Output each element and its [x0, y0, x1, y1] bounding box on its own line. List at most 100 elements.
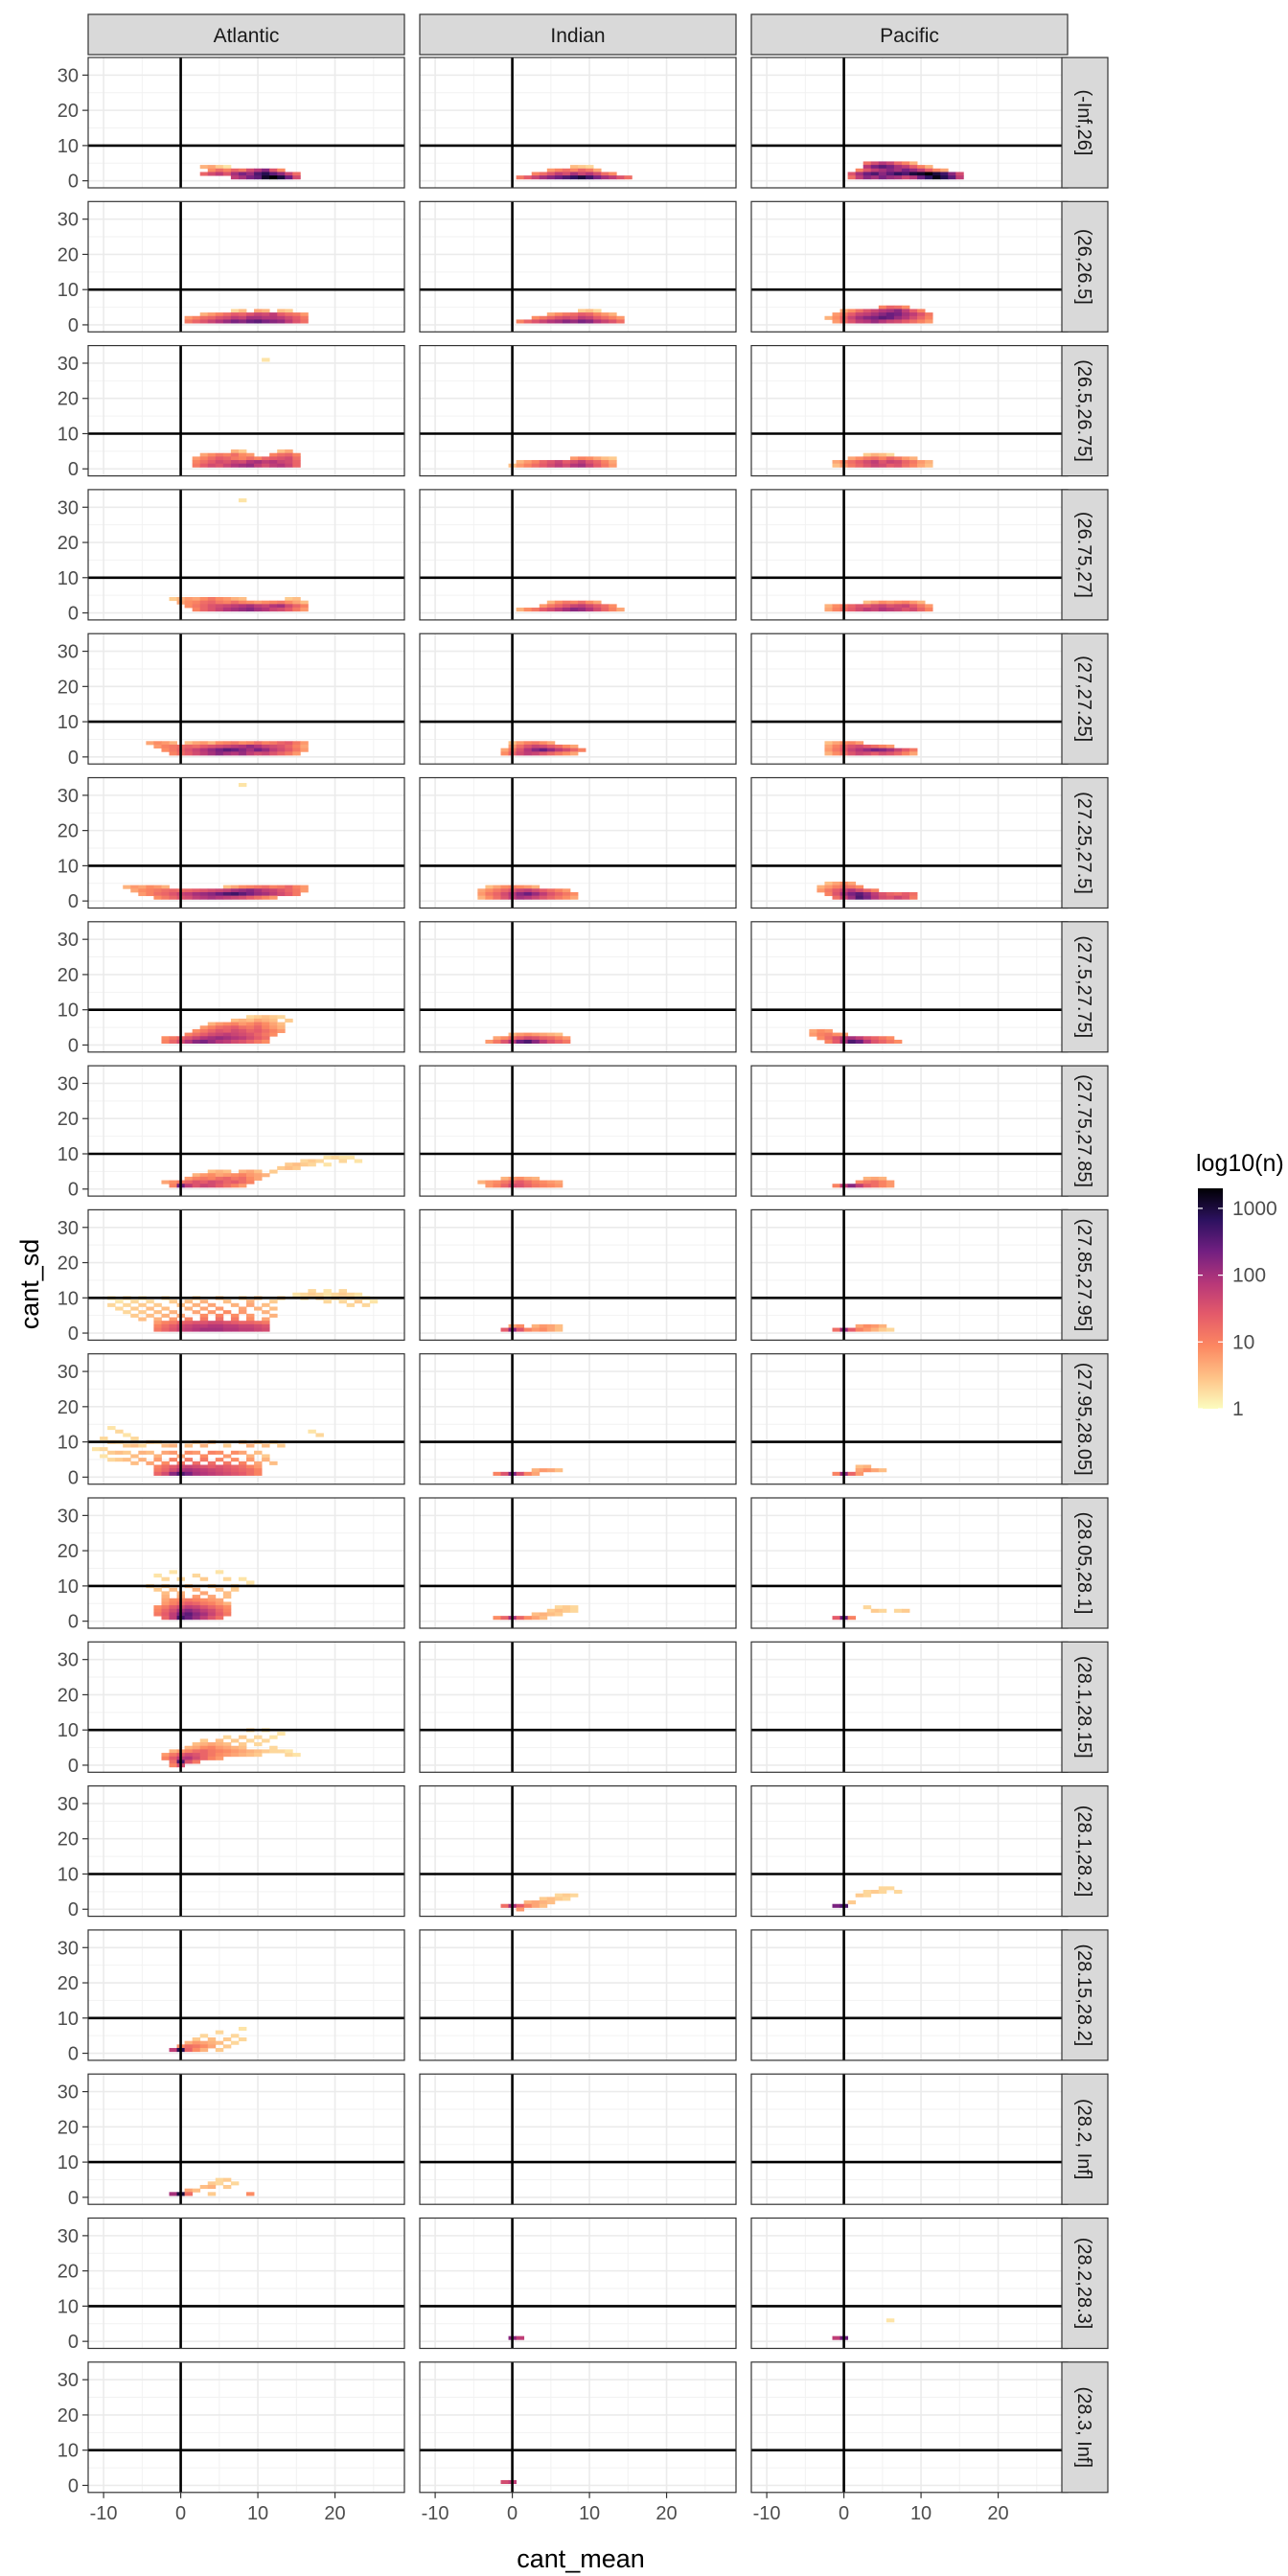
- heat-cell: [932, 175, 941, 180]
- heat-cell: [578, 604, 586, 609]
- heat-cell: [262, 1018, 270, 1023]
- heat-cell: [222, 1601, 232, 1606]
- heat-cell: [215, 1738, 224, 1743]
- heat-cell: [901, 456, 910, 461]
- heat-cell: [531, 608, 540, 612]
- heat-cell: [100, 1447, 108, 1452]
- heat-cell: [215, 1176, 224, 1181]
- heat-cell: [870, 165, 880, 170]
- facet-panel: [87, 489, 405, 621]
- heat-cell: [539, 319, 548, 324]
- heat-cell: [207, 1028, 217, 1033]
- heat-cell: [130, 1437, 139, 1441]
- heat-cell: [184, 1608, 194, 1613]
- heat-cell: [207, 1616, 217, 1621]
- heat-cell: [222, 1749, 232, 1754]
- facet-panel: [419, 1497, 737, 1629]
- heat-cell: [554, 600, 564, 605]
- heat-cell: [262, 1173, 270, 1178]
- heat-cell: [909, 168, 918, 172]
- heat-cell: [925, 460, 933, 465]
- heat-cell: [893, 1890, 903, 1895]
- panel-border: [87, 1208, 405, 1342]
- y-tick-label: 10: [58, 1864, 79, 1885]
- heat-cell: [184, 597, 194, 602]
- heat-cell: [238, 1576, 247, 1581]
- heat-cell: [262, 1036, 270, 1041]
- facet-panel: [419, 1353, 737, 1485]
- heat-cell: [115, 1450, 124, 1455]
- heat-cell: [192, 1574, 201, 1578]
- heat-cell: [847, 604, 857, 609]
- heat-cell: [569, 751, 579, 756]
- facet-panel: [87, 345, 405, 477]
- heat-cell: [601, 456, 610, 461]
- heat-cell: [199, 1317, 209, 1322]
- heat-cell: [292, 315, 301, 320]
- heat-cell: [161, 744, 170, 749]
- heat-cell: [886, 1036, 895, 1041]
- heat-cell: [230, 744, 240, 749]
- heat-cell: [146, 1313, 154, 1318]
- heat-cell: [146, 891, 154, 897]
- heat-cell: [207, 2184, 217, 2190]
- column-strip: [750, 13, 1069, 56]
- panel-background: [751, 2361, 1068, 2493]
- heat-cell: [523, 1903, 533, 1908]
- heat-cell: [870, 456, 880, 461]
- heat-cell: [847, 456, 857, 461]
- heat-cell: [855, 895, 864, 900]
- y-tick-label: 10: [58, 1720, 79, 1741]
- heat-cell: [246, 1471, 255, 1476]
- heat-cell: [562, 888, 571, 893]
- heat-cell: [609, 319, 617, 324]
- heat-cell: [893, 312, 903, 317]
- heat-cell: [277, 885, 286, 889]
- heat-cell: [862, 1893, 872, 1898]
- heat-cell: [539, 460, 548, 465]
- heat-cell: [169, 744, 177, 749]
- heat-cell: [847, 608, 857, 612]
- heat-cell: [893, 168, 903, 172]
- heat-cell: [531, 1616, 540, 1621]
- heat-cell: [616, 315, 625, 320]
- heat-cell: [184, 604, 194, 609]
- y-tick-label: 30: [58, 1362, 79, 1383]
- heat-cell: [262, 1443, 270, 1448]
- heat-cell: [184, 1321, 194, 1325]
- heat-cell: [292, 604, 301, 609]
- row-strip: [1061, 2361, 1109, 2494]
- heat-cell: [516, 1039, 525, 1045]
- heat-cell: [222, 1036, 232, 1041]
- heat-cell: [184, 1745, 194, 1750]
- heat-cell: [215, 2048, 224, 2053]
- heat-cell: [269, 885, 278, 889]
- heat-cell: [254, 891, 263, 897]
- heat-cell: [169, 1763, 177, 1768]
- heat-cell: [901, 608, 910, 612]
- heat-cell: [192, 1464, 201, 1469]
- facet-panel: [419, 1065, 737, 1197]
- heat-cell: [878, 460, 887, 465]
- heat-cell: [215, 597, 224, 602]
- heat-cell: [878, 309, 887, 313]
- row-strip-label: (27.95,28.05]: [1073, 1363, 1094, 1476]
- heat-cell: [169, 741, 177, 746]
- heat-cell: [578, 165, 586, 170]
- heat-cell: [285, 604, 293, 609]
- facet-panel: [87, 2073, 405, 2205]
- heat-cell: [153, 1608, 162, 1613]
- heat-cell: [269, 1025, 278, 1030]
- heat-cell: [523, 895, 533, 900]
- heat-cell: [192, 1180, 201, 1184]
- heat-cell: [554, 1608, 564, 1613]
- heat-cell: [230, 1018, 240, 1023]
- heat-cell: [554, 895, 564, 900]
- heat-cell: [523, 751, 533, 756]
- heat-cell: [269, 888, 278, 893]
- heat-cell: [531, 463, 540, 468]
- heat-cell: [546, 741, 556, 746]
- heat-cell: [161, 1601, 170, 1606]
- heat-cell: [909, 161, 918, 166]
- panel-background: [751, 1498, 1068, 1628]
